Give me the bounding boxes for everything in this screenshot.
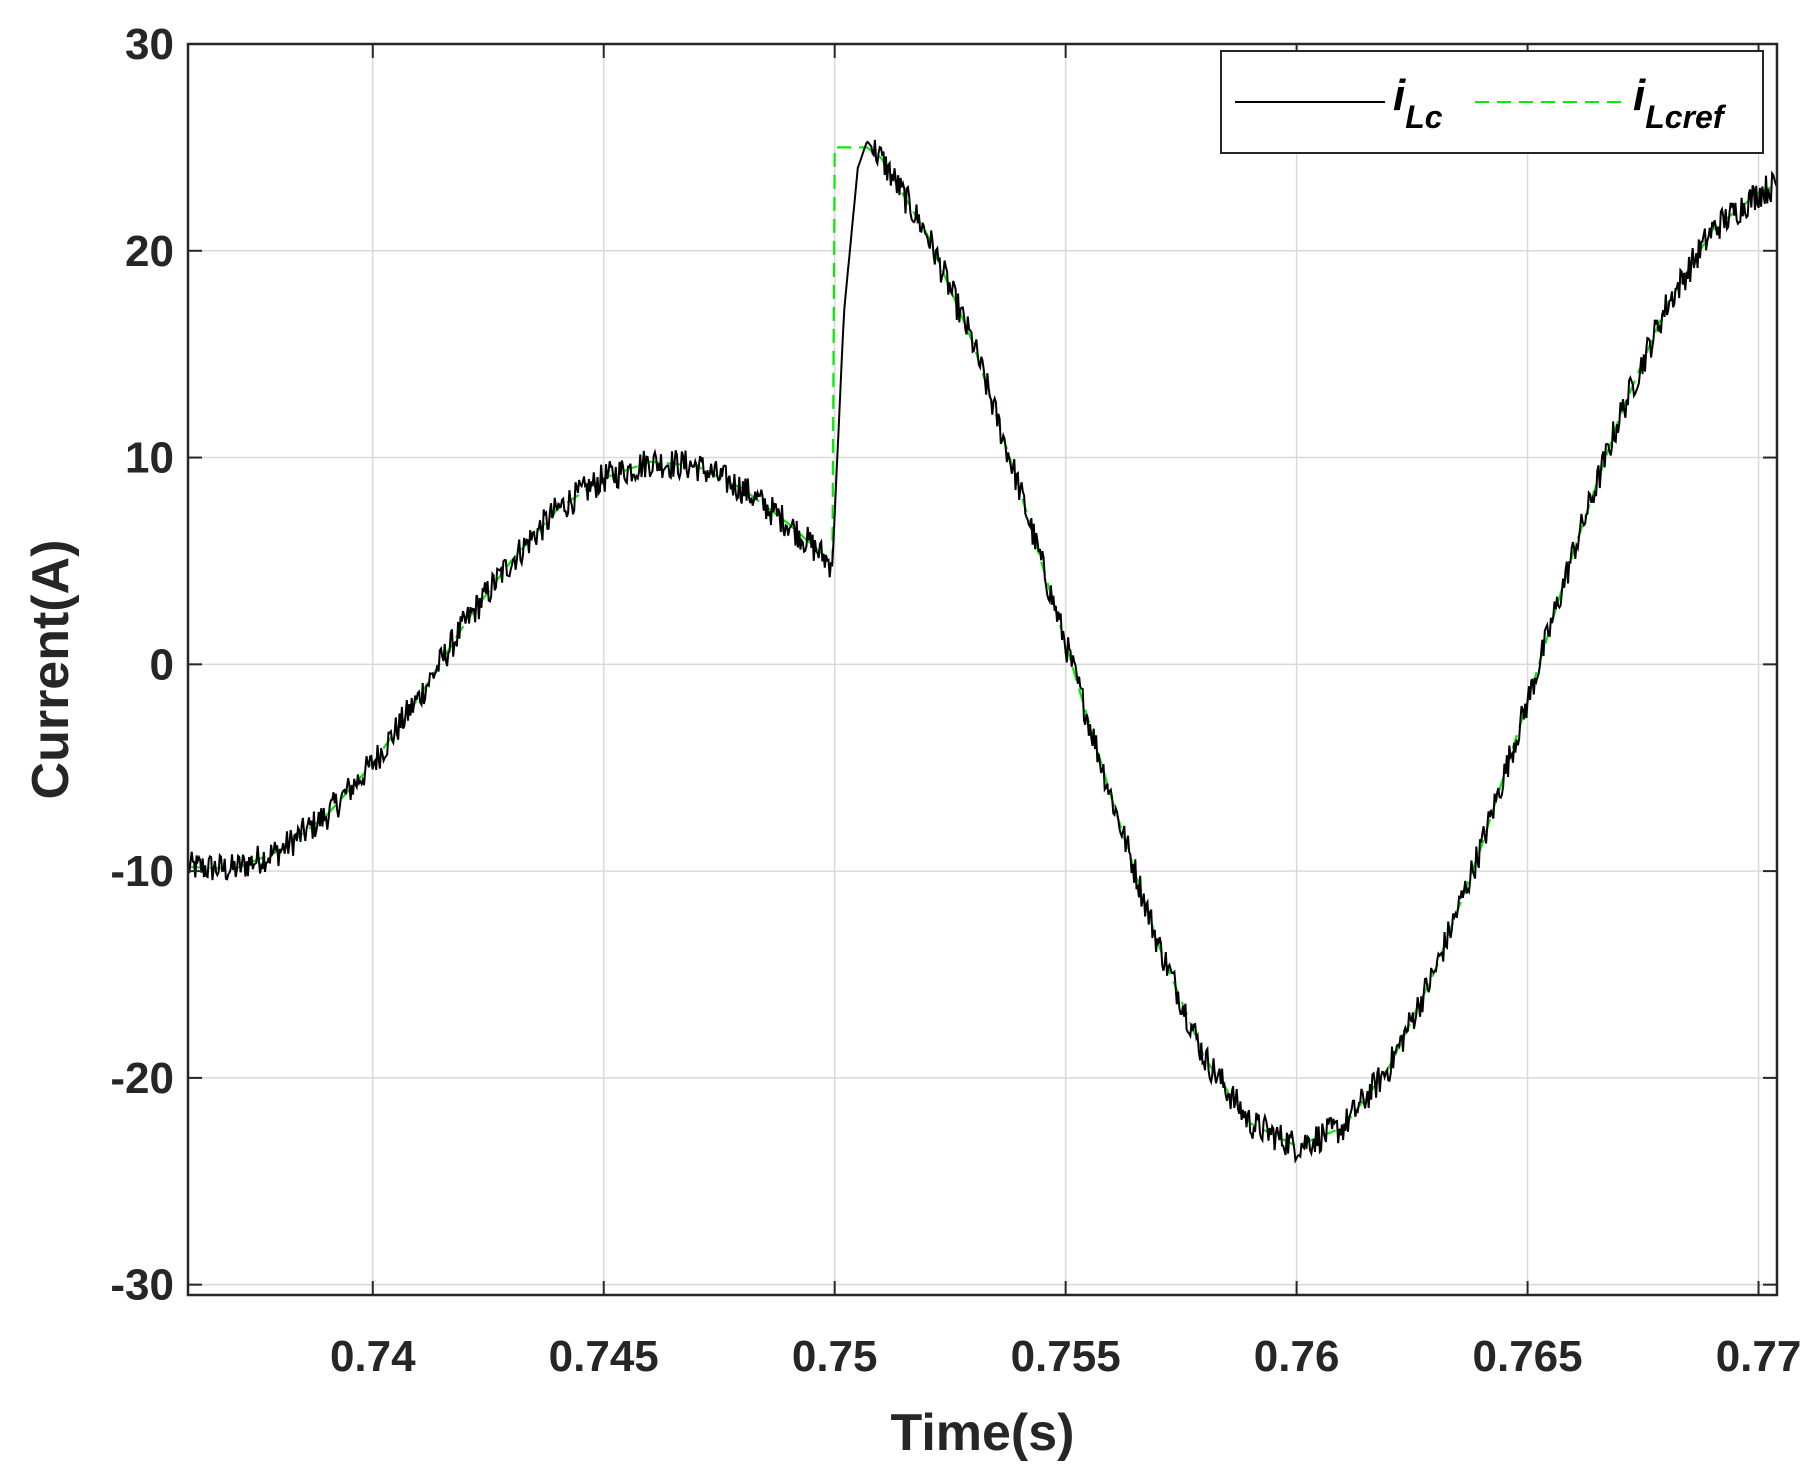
series-line-i-lc: [188, 139, 1777, 1164]
x-tick-label: 0.77: [1716, 1332, 1802, 1381]
legend: iLc iLcref: [1220, 50, 1764, 154]
y-tick-label: -20: [110, 1054, 174, 1103]
x-tick-label: 0.74: [330, 1332, 416, 1381]
grid: [188, 43, 1777, 1295]
plot-frame: [186, 42, 1779, 1297]
legend-label-i-lc: iLc: [1393, 71, 1443, 135]
y-tick-label: -10: [110, 847, 174, 896]
legend-label-i-lcref: iLcref: [1633, 71, 1727, 135]
x-tick-label: 0.745: [549, 1332, 659, 1381]
y-tick-label: 10: [125, 434, 174, 483]
x-tick-label: 0.75: [792, 1332, 878, 1381]
x-tick-label: 0.76: [1254, 1332, 1340, 1381]
y-tick-label: 0: [150, 640, 174, 689]
y-tick-label: 20: [125, 227, 174, 276]
x-axis-label: Time(s): [891, 1404, 1075, 1462]
plot-area: [188, 44, 1777, 1295]
y-axis-label: Current(A): [22, 540, 80, 800]
x-tick-label: 0.765: [1473, 1332, 1583, 1381]
ticks: 0.74 0.745 0.75 0.755 0.76 0.765 0.77 -30 -20 -10…: [110, 20, 1801, 1381]
y-tick-label: 30: [125, 20, 174, 69]
series-group: [188, 139, 1777, 1164]
y-tick-label: -30: [110, 1261, 174, 1310]
x-tick-label: 0.755: [1011, 1332, 1121, 1381]
